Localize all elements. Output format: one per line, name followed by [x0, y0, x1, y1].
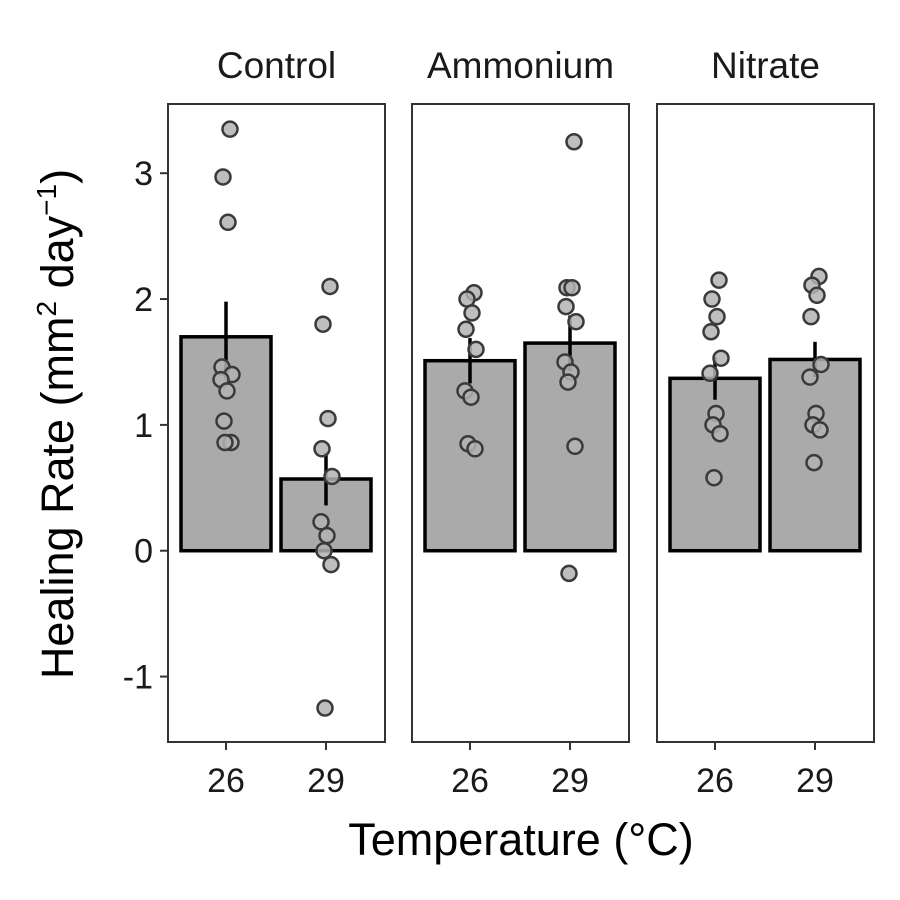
data-point — [808, 286, 826, 305]
y-tick-label: 0 — [134, 533, 153, 571]
data-point — [313, 440, 331, 458]
data-point — [812, 355, 830, 374]
data-point — [702, 323, 720, 341]
data-point — [216, 433, 234, 452]
x-tick-label: 29 — [796, 762, 834, 800]
data-point — [221, 120, 239, 138]
data-point — [802, 307, 820, 326]
y-axis-title: Healing Rate (mm2 day−1) — [31, 169, 83, 679]
x-axis-title: Temperature (°C) — [348, 814, 694, 865]
x-tick-label: 26 — [207, 762, 245, 800]
y-axis-title-end: ) — [32, 169, 83, 184]
data-point — [710, 271, 728, 289]
data-point — [323, 467, 341, 486]
data-point — [805, 453, 823, 472]
data-point — [563, 278, 581, 297]
x-tick-label: 29 — [307, 762, 345, 800]
panel-border — [656, 103, 875, 743]
data-point — [557, 297, 575, 316]
data-point — [466, 440, 484, 458]
y-axis-title-mid: day — [32, 215, 83, 301]
data-point — [314, 315, 332, 333]
data-point — [215, 412, 233, 430]
data-point — [811, 421, 829, 439]
facet-title: Nitrate — [711, 45, 820, 86]
data-point — [565, 133, 583, 151]
data-point — [708, 307, 726, 326]
facet-title: Ammonium — [427, 45, 614, 86]
x-tick-label: 26 — [696, 762, 734, 800]
data-point — [567, 312, 585, 331]
facet-nitrate: Nitrate 26 29 — [656, 45, 875, 800]
y-axis-title-sup1: 2 — [31, 301, 62, 317]
data-point — [315, 541, 333, 560]
data-point — [705, 468, 723, 487]
data-point — [457, 320, 475, 339]
facet-ammonium: Ammonium 26 29 — [411, 45, 630, 800]
data-point — [467, 340, 485, 359]
data-point — [463, 304, 481, 322]
y-axis-title-main: Healing Rate (mm — [32, 316, 83, 679]
data-point — [219, 213, 237, 232]
data-point — [214, 168, 232, 186]
data-point — [318, 526, 336, 545]
y-axis: -1 0 1 2 3 — [123, 155, 168, 697]
data-point — [218, 382, 236, 400]
bar — [668, 376, 762, 553]
data-point — [462, 388, 480, 406]
y-tick-label: 2 — [134, 281, 153, 319]
y-axis-title-sup2: −1 — [31, 184, 62, 216]
data-point — [560, 564, 578, 583]
facet-panels: Control 26 29 Ammonium 26 29 Nitrate 26 29 — [167, 45, 875, 800]
panel-border — [167, 103, 386, 743]
data-point — [322, 555, 340, 574]
data-point — [711, 424, 729, 443]
y-tick-label: -1 — [123, 659, 153, 697]
data-point — [703, 290, 721, 308]
x-tick-label: 26 — [451, 762, 489, 800]
data-point — [319, 409, 337, 428]
data-point — [559, 373, 577, 391]
y-tick-label: 1 — [134, 407, 153, 445]
data-point — [316, 699, 334, 717]
facet-control: Control 26 29 — [167, 45, 386, 800]
data-point — [701, 364, 719, 383]
data-point — [801, 368, 819, 386]
data-point — [566, 437, 584, 456]
y-tick-label: 3 — [134, 155, 153, 193]
facet-title: Control — [217, 45, 336, 86]
panel-border — [411, 103, 630, 743]
data-point — [712, 349, 730, 367]
data-point — [321, 277, 339, 296]
x-tick-label: 29 — [551, 762, 589, 800]
